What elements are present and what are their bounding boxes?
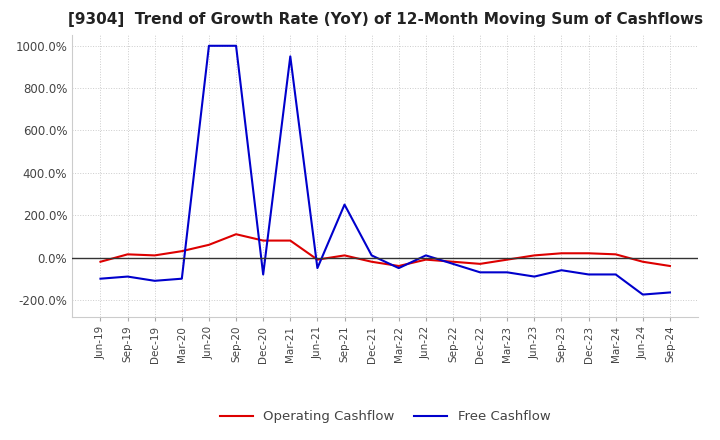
Operating Cashflow: [639, 259, 647, 264]
Free Cashflow: [557, 268, 566, 273]
Operating Cashflow: [150, 253, 159, 258]
Operating Cashflow: [503, 257, 511, 262]
Line: Free Cashflow: Free Cashflow: [101, 46, 670, 294]
Operating Cashflow: [476, 261, 485, 267]
Operating Cashflow: [204, 242, 213, 247]
Free Cashflow: [584, 272, 593, 277]
Operating Cashflow: [395, 264, 403, 269]
Operating Cashflow: [557, 251, 566, 256]
Free Cashflow: [313, 265, 322, 271]
Free Cashflow: [449, 261, 457, 267]
Free Cashflow: [395, 265, 403, 271]
Operating Cashflow: [123, 252, 132, 257]
Operating Cashflow: [665, 264, 674, 269]
Free Cashflow: [530, 274, 539, 279]
Free Cashflow: [178, 276, 186, 281]
Free Cashflow: [665, 290, 674, 295]
Operating Cashflow: [530, 253, 539, 258]
Line: Operating Cashflow: Operating Cashflow: [101, 234, 670, 266]
Operating Cashflow: [449, 259, 457, 264]
Free Cashflow: [476, 270, 485, 275]
Free Cashflow: [286, 54, 294, 59]
Free Cashflow: [503, 270, 511, 275]
Title: [9304]  Trend of Growth Rate (YoY) of 12-Month Moving Sum of Cashflows: [9304] Trend of Growth Rate (YoY) of 12-…: [68, 12, 703, 27]
Free Cashflow: [232, 43, 240, 48]
Free Cashflow: [421, 253, 430, 258]
Operating Cashflow: [611, 252, 620, 257]
Free Cashflow: [150, 278, 159, 283]
Operating Cashflow: [584, 251, 593, 256]
Operating Cashflow: [178, 249, 186, 254]
Operating Cashflow: [367, 259, 376, 264]
Free Cashflow: [611, 272, 620, 277]
Operating Cashflow: [232, 231, 240, 237]
Operating Cashflow: [286, 238, 294, 243]
Free Cashflow: [259, 272, 268, 277]
Free Cashflow: [123, 274, 132, 279]
Free Cashflow: [341, 202, 349, 207]
Operating Cashflow: [96, 259, 105, 264]
Legend: Operating Cashflow, Free Cashflow: Operating Cashflow, Free Cashflow: [215, 405, 556, 429]
Operating Cashflow: [313, 257, 322, 262]
Operating Cashflow: [259, 238, 268, 243]
Operating Cashflow: [341, 253, 349, 258]
Free Cashflow: [96, 276, 105, 281]
Free Cashflow: [639, 292, 647, 297]
Operating Cashflow: [421, 257, 430, 262]
Free Cashflow: [367, 253, 376, 258]
Free Cashflow: [204, 43, 213, 48]
